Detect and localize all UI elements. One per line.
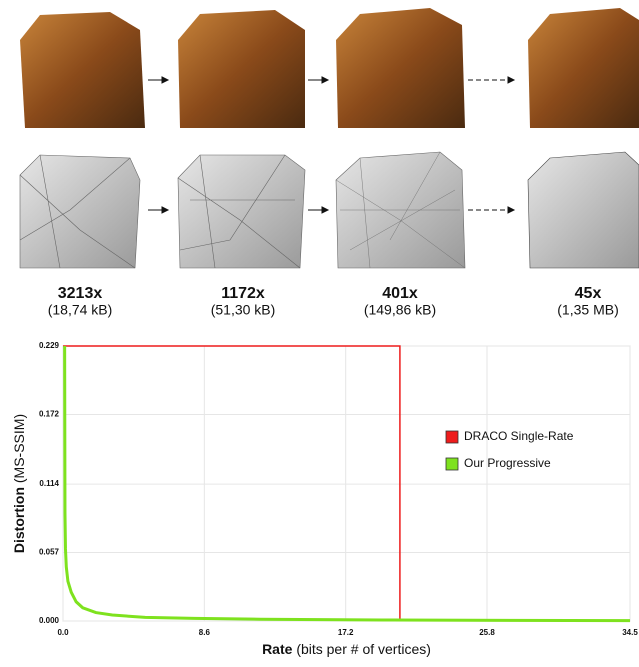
legend-label: DRACO Single-Rate <box>464 429 574 443</box>
file-size: (1,35 MB) <box>557 302 618 318</box>
mesh-renders <box>19 151 639 269</box>
y-axis-label-bold: Distortion <box>11 487 27 553</box>
x-tick-label: 17.2 <box>338 628 354 637</box>
x-tick-label: 34.5 <box>622 628 638 637</box>
legend-label: Our Progressive <box>464 456 551 470</box>
y-axis-label: Distortion (MS-SSIM) <box>11 414 27 553</box>
y-tick-label: 0.172 <box>39 410 60 419</box>
file-size: (18,74 kB) <box>48 302 113 318</box>
y-axis-label-rest: (MS-SSIM) <box>11 414 27 483</box>
x-axis-label-rest: (bits per # of vertices) <box>296 641 431 657</box>
x-tick-label: 25.8 <box>479 628 495 637</box>
y-tick-label: 0.000 <box>39 616 60 625</box>
legend-swatch <box>445 457 459 471</box>
compression-ratio: 1172x <box>221 285 265 302</box>
plot-frame <box>62 345 631 622</box>
x-tick-label: 0.0 <box>57 628 69 637</box>
series-line <box>63 345 401 621</box>
y-tick-label: 0.229 <box>39 341 60 350</box>
x-tick-label: 8.6 <box>199 628 211 637</box>
y-tick-label: 0.114 <box>39 479 59 488</box>
y-tick-label: 0.057 <box>39 548 60 557</box>
file-size: (149,86 kB) <box>364 302 436 318</box>
file-size: (51,30 kB) <box>211 302 276 318</box>
arrows <box>148 76 516 214</box>
compression-ratio: 3213x <box>58 285 103 302</box>
x-axis-label-bold: Rate <box>262 641 293 657</box>
textured-renders <box>20 8 639 128</box>
legend-swatch <box>445 430 459 444</box>
x-axis-label: Rate (bits per # of vertices) <box>262 641 431 657</box>
compression-ratio: 401x <box>382 285 418 302</box>
compression-ratio: 45x <box>575 285 602 302</box>
series-line <box>63 345 631 623</box>
